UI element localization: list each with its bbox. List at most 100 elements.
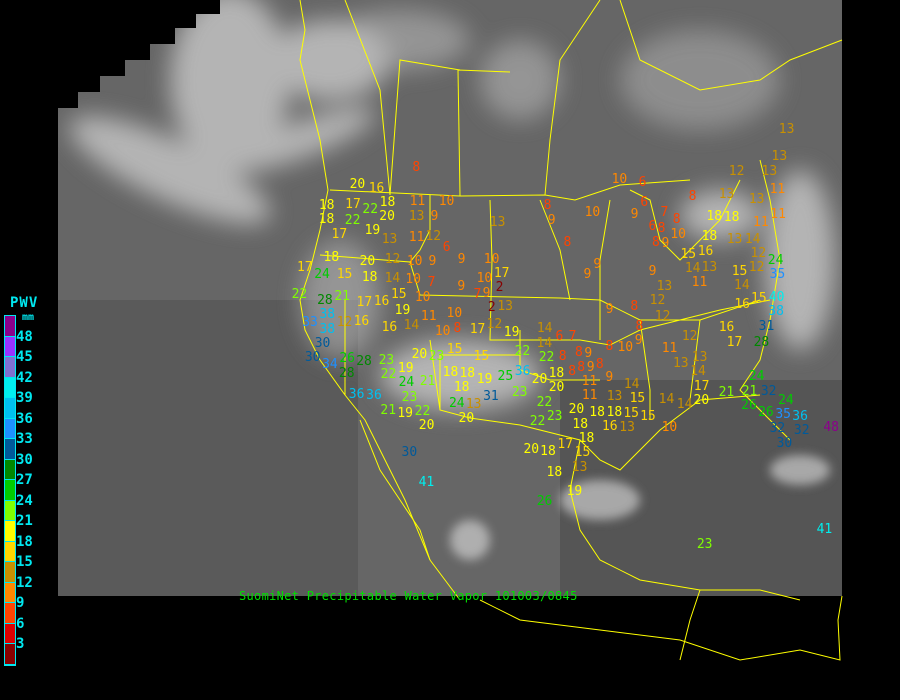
station-pwv-value: 8 <box>630 298 639 314</box>
station-pwv-value: 23 <box>511 385 528 400</box>
station-pwv-value: 13 <box>497 299 513 314</box>
station-pwv-value: 8 <box>605 338 614 354</box>
station-pwv-value: 33 <box>302 315 318 331</box>
station-pwv-value: 10 <box>434 324 451 339</box>
station-pwv-value: 20 <box>568 401 585 417</box>
station-pwv-value: 18 <box>606 405 623 420</box>
station-pwv-value: 11 <box>769 182 786 198</box>
station-pwv-value: 31 <box>483 389 499 405</box>
station-pwv-value: 15 <box>680 246 697 262</box>
station-pwv-value: 14 <box>684 261 701 277</box>
station-pwv-value: 41 <box>816 521 833 537</box>
legend-swatch <box>5 398 15 419</box>
station-pwv-value: 18 <box>578 430 595 446</box>
station-pwv-value: 12 <box>681 328 698 344</box>
legend-tick: 18 <box>16 533 33 550</box>
station-pwv-value: 11 <box>408 229 425 245</box>
station-pwv-value: 21 <box>380 402 397 418</box>
station-pwv-value: 30 <box>304 349 321 365</box>
station-pwv-value: 9 <box>634 333 643 349</box>
station-pwv-value: 18 <box>318 197 335 213</box>
station-pwv-value: 10 <box>446 306 463 322</box>
station-pwv-value: 25 <box>497 369 514 384</box>
station-pwv-value: 18 <box>459 365 476 381</box>
station-pwv-value: 11 <box>770 206 786 222</box>
station-pwv-value: 9 <box>605 302 614 317</box>
station-pwv-value: 19 <box>394 303 411 319</box>
station-pwv-value: 8 <box>453 320 462 336</box>
station-pwv-value: 35 <box>775 406 792 422</box>
station-pwv-value: 16 <box>601 419 618 435</box>
station-pwv-value: 12 <box>654 309 671 325</box>
station-pwv-value: 12 <box>384 252 401 268</box>
station-pwv-value: 16 <box>381 319 398 335</box>
station-pwv-value: 21 <box>718 385 735 400</box>
legend-title: PWV <box>10 295 39 311</box>
station-pwv-value: 10 <box>611 171 628 187</box>
station-pwv-value: 9 <box>457 252 466 268</box>
station-pwv-value: 36 <box>348 386 365 402</box>
station-pwv-value: 8 <box>595 356 604 372</box>
station-pwv-value: 23 <box>696 536 713 552</box>
map-caption: SuomiNet Precipitable Water Vapor 101003… <box>239 589 578 603</box>
station-pwv-value: 9 <box>630 207 639 223</box>
station-pwv-value: 36 <box>514 363 531 379</box>
station-pwv-value: 10 <box>617 340 634 355</box>
station-pwv-value: 14 <box>403 317 420 333</box>
station-pwv-value: 13 <box>761 163 778 179</box>
legend-swatch <box>5 500 15 521</box>
station-pwv-value: 12 <box>728 164 745 179</box>
station-pwv-value: 13 <box>672 355 689 371</box>
station-pwv-value: 9 <box>430 209 439 225</box>
station-pwv-value: 19 <box>476 371 493 387</box>
station-pwv-value: 13 <box>656 278 673 294</box>
station-pwv-value: 9 <box>605 370 614 386</box>
legend-swatch <box>5 480 15 501</box>
station-pwv-value: 15 <box>446 342 463 358</box>
station-pwv-value: 10 <box>438 194 455 209</box>
station-pwv-value: 30 <box>314 335 331 351</box>
station-pwv-value: 14 <box>658 392 675 408</box>
station-pwv-value: 14 <box>744 231 761 247</box>
legend-tick: 42 <box>16 369 33 386</box>
station-pwv-value: 11 <box>420 308 437 324</box>
station-pwv-value: 14 <box>536 321 553 337</box>
station-pwv-value: 26 <box>758 404 774 420</box>
station-pwv-value: 24 <box>314 267 330 282</box>
station-pwv-value: 28 <box>753 335 770 351</box>
station-pwv-value: 20 <box>458 411 475 427</box>
station-pwv-value: 20 <box>548 380 565 396</box>
legend-tick: 36 <box>16 410 33 427</box>
station-pwv-value: 13 <box>701 259 718 275</box>
station-pwv-value: 13 <box>408 208 425 224</box>
station-pwv-value: 21 <box>419 374 436 390</box>
station-pwv-value: 8 <box>652 235 660 251</box>
station-pwv-value: 15 <box>731 263 748 279</box>
legend-tick: 27 <box>16 472 33 488</box>
legend-swatch <box>5 521 15 542</box>
station-pwv-value: 13 <box>748 192 765 208</box>
station-pwv-value: 23 <box>401 389 418 405</box>
station-pwv-value: 18 <box>453 380 470 396</box>
station-pwv-value: 36 <box>366 388 382 404</box>
station-pwv-value: 17 <box>726 334 743 350</box>
station-pwv-value: 10 <box>483 251 500 267</box>
station-pwv-value: 8 <box>568 364 577 380</box>
station-pwv-value: 7 <box>660 205 669 220</box>
station-pwv-value: 22 <box>514 344 531 360</box>
legend-tick: 48 <box>16 328 33 345</box>
legend-swatch <box>5 562 15 583</box>
station-pwv-value: 13 <box>571 460 588 476</box>
station-pwv-value: 8 <box>558 348 567 364</box>
station-pwv-value: 10 <box>414 289 431 305</box>
station-pwv-value: 8 <box>574 345 583 361</box>
station-pwv-value: 18 <box>706 209 723 224</box>
station-pwv-value: 20 <box>693 393 710 409</box>
station-pwv-value: 18 <box>701 229 718 245</box>
station-pwv-value: 13 <box>718 186 735 202</box>
station-pwv-value: 41 <box>418 475 435 491</box>
station-pwv-value: 19 <box>503 325 520 341</box>
station-pwv-value: 13 <box>606 389 623 405</box>
legend-tick: 15 <box>16 554 33 570</box>
station-pwv-value: 32 <box>769 421 786 437</box>
